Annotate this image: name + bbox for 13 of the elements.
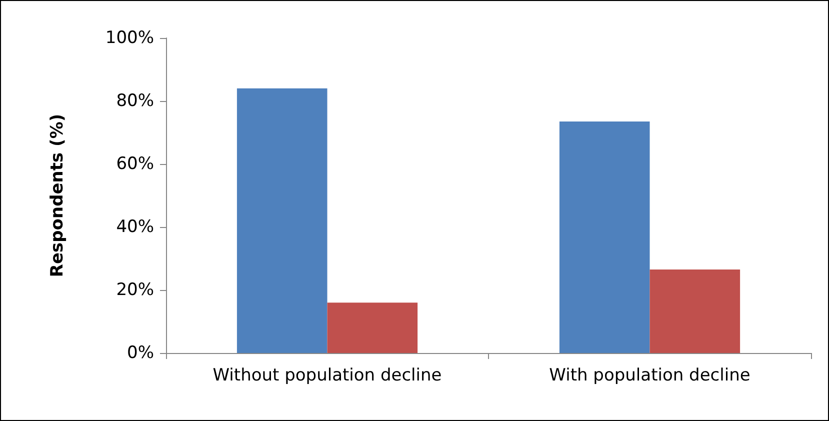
y-tick-label: 80% xyxy=(116,91,154,111)
bar xyxy=(236,88,328,353)
bar xyxy=(559,121,650,353)
bar xyxy=(650,270,740,353)
y-tick-label: 0% xyxy=(127,343,154,363)
y-tick-label: 100% xyxy=(105,28,154,48)
y-tick-label: 20% xyxy=(116,280,154,300)
bar xyxy=(327,302,418,353)
x-tick-label: Without population decline xyxy=(212,366,442,386)
y-tick-label: 40% xyxy=(116,217,154,237)
x-tick-label: With population decline xyxy=(549,366,750,386)
y-tick-label: 60% xyxy=(116,154,154,174)
y-axis-title: Respondents (%) xyxy=(48,114,68,278)
